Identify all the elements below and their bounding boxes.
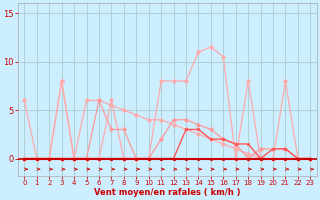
X-axis label: Vent moyen/en rafales ( km/h ): Vent moyen/en rafales ( km/h ) [94, 188, 241, 197]
